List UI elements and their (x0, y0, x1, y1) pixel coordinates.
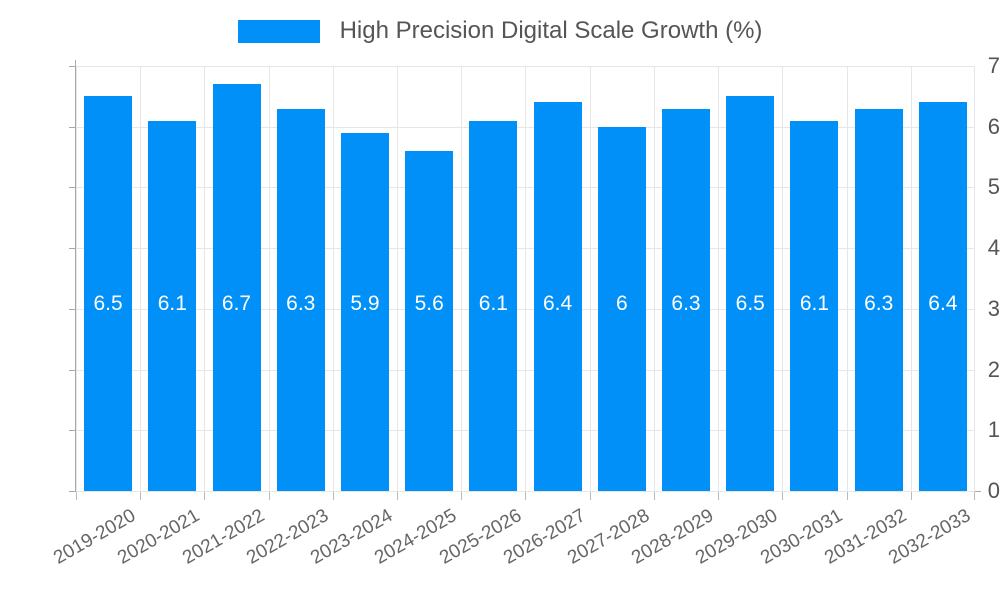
vertical-gridlines (76, 66, 975, 491)
y-axis-line (75, 60, 76, 492)
bar-value-label: 6.3 (286, 292, 316, 315)
bar-rect[interactable]: 6.1 (469, 120, 518, 491)
gridline-x-4 (333, 66, 334, 491)
bar-value-label: 5.6 (414, 292, 444, 315)
bar-2026-2027[interactable]: 6.4 (533, 102, 582, 491)
y-tick-mark-5 (69, 187, 76, 189)
bar-value-label: 6.5 (735, 292, 765, 315)
gridline-x-13 (911, 66, 912, 491)
gridline-x-11 (782, 66, 783, 491)
gridline-y-0 (76, 491, 975, 492)
bar-rect[interactable]: 5.6 (405, 151, 454, 491)
y-tick-mark-1 (69, 430, 76, 432)
bar-2023-2024[interactable]: 5.9 (340, 132, 389, 491)
y-tick-mark-0 (69, 491, 76, 492)
gridline-x-12 (847, 66, 848, 491)
x-tick-mark-6 (461, 492, 462, 500)
bar-value-label: 6.1 (799, 292, 830, 315)
bar-rect[interactable]: 6.7 (212, 84, 261, 491)
bar-value-label: 6.5 (93, 292, 123, 315)
x-tick-mark-0 (76, 492, 77, 500)
chart-legend: High Precision Digital Scale Growth (%) (0, 8, 1000, 54)
x-tick-mark-2 (204, 492, 205, 500)
bar-rect[interactable]: 6.3 (854, 108, 903, 491)
x-tick-mark-14 (974, 492, 975, 500)
y-tick-mark-7 (69, 66, 76, 67)
x-tick-mark-8 (590, 492, 591, 500)
gridline-x-10 (718, 66, 719, 491)
bar-rect[interactable]: 5.9 (340, 132, 389, 491)
x-tick-mark-12 (847, 492, 848, 500)
bar-2031-2032[interactable]: 6.3 (854, 108, 903, 491)
y-tick-mark-2 (69, 369, 76, 371)
x-tick-mark-7 (525, 492, 526, 500)
bar-value-label: 6.1 (478, 292, 508, 315)
bar-2022-2023[interactable]: 6.3 (276, 108, 325, 491)
bar-2029-2030[interactable]: 6.5 (726, 96, 775, 491)
bar-rect[interactable]: 6.1 (790, 120, 839, 491)
plot-area: 6.5 6.1 6.7 6.3 5.9 5.6 6.1 6.4 6 6.3 6.5 6.1 6.3 6.4 (76, 66, 975, 492)
bar-2024-2025[interactable]: 5.6 (405, 151, 454, 491)
bar-value-label: 5.9 (350, 292, 380, 315)
gridline-x-9 (654, 66, 655, 491)
x-tick-mark-13 (911, 492, 912, 500)
y-tick-label-4: 4 (987, 235, 1000, 261)
bar-value-label: 6.1 (157, 292, 187, 315)
gridline-x-6 (461, 66, 462, 491)
x-tick-mark-10 (718, 492, 719, 500)
gridline-x-0 (76, 66, 77, 491)
gridline-x-3 (269, 66, 270, 491)
bar-value-label: 6.3 (671, 292, 701, 315)
gridline-x-14 (974, 66, 975, 491)
bar-rect[interactable]: 6 (597, 126, 646, 491)
gridline-x-2 (204, 66, 205, 491)
gridline-x-5 (397, 66, 398, 491)
x-tick-mark-5 (397, 492, 398, 500)
bar-2030-2031[interactable]: 6.1 (790, 120, 839, 491)
y-tick-label-2: 2 (987, 356, 1000, 382)
bar-2028-2029[interactable]: 6.3 (662, 108, 711, 491)
bar-value-label: 6.3 (864, 292, 894, 315)
y-tick-label-1: 1 (987, 417, 1000, 443)
bar-value-label: 6 (615, 292, 628, 315)
legend-label-series-0: High Precision Digital Scale Growth (%) (339, 17, 763, 44)
bar-2019-2020[interactable]: 6.5 (84, 96, 133, 491)
bar-rect[interactable]: 6.5 (726, 96, 775, 491)
bars-layer: 6.5 6.1 6.7 6.3 5.9 5.6 6.1 6.4 6 6.3 6.5 6.1 6.3 6.4 (76, 66, 975, 491)
gridline-x-8 (590, 66, 591, 491)
y-tick-mark-6 (69, 126, 76, 128)
y-tick-label-6: 6 (987, 113, 1000, 139)
y-tick-label-0: 0 (987, 478, 1000, 503)
y-tick-label-3: 3 (987, 295, 1000, 321)
bar-2032-2033[interactable]: 6.4 (918, 102, 967, 491)
bar-value-label: 6.4 (542, 292, 573, 315)
gridline-x-1 (140, 66, 141, 491)
bar-value-label: 6.4 (928, 292, 958, 315)
bar-rect[interactable]: 6.3 (662, 108, 711, 491)
bar-2025-2026[interactable]: 6.1 (469, 120, 518, 491)
legend-swatch-series-0 (237, 19, 320, 43)
bar-rect[interactable]: 6.4 (918, 102, 967, 491)
x-tick-mark-9 (654, 492, 655, 500)
y-tick-mark-3 (69, 308, 76, 310)
gridline-x-7 (525, 66, 526, 491)
bar-rect[interactable]: 6.3 (276, 108, 325, 491)
x-tick-mark-11 (782, 492, 783, 500)
bar-rect[interactable]: 6.5 (84, 96, 133, 491)
bar-2020-2021[interactable]: 6.1 (148, 120, 197, 491)
bar-value-label: 6.7 (221, 292, 252, 315)
bar-2021-2022[interactable]: 6.7 (212, 84, 261, 491)
bar-rect[interactable]: 6.1 (148, 120, 197, 491)
x-tick-mark-1 (140, 492, 141, 500)
y-tick-mark-4 (69, 248, 76, 250)
bar-rect[interactable]: 6.4 (533, 102, 582, 491)
x-tick-mark-3 (269, 492, 270, 500)
x-tick-mark-4 (333, 492, 334, 500)
y-tick-label-7: 7 (987, 53, 1000, 78)
bar-2027-2028[interactable]: 6 (597, 126, 646, 491)
y-tick-label-5: 5 (987, 174, 1000, 200)
